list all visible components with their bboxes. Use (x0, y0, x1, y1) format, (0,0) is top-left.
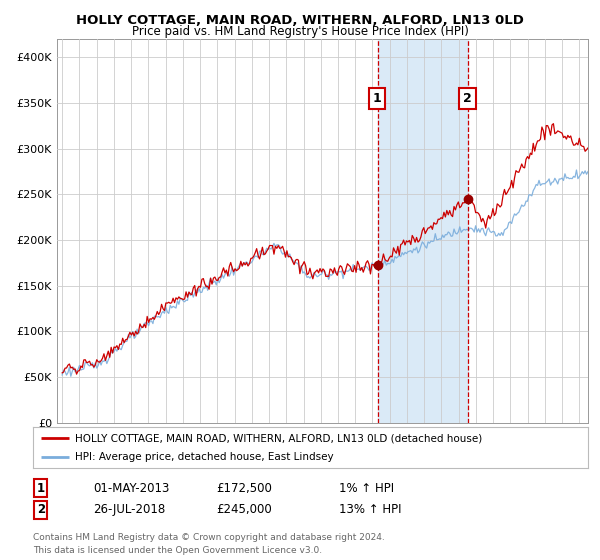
Bar (378, 39, 469, 423)
Text: 2: 2 (463, 92, 472, 105)
Text: £245,000: £245,000 (216, 503, 272, 516)
Text: 1% ↑ HPI: 1% ↑ HPI (339, 482, 394, 495)
Text: Contains HM Land Registry data © Crown copyright and database right 2024.
This d: Contains HM Land Registry data © Crown c… (33, 533, 385, 554)
Text: HOLLY COTTAGE, MAIN ROAD, WITHERN, ALFORD, LN13 0LD (detached house): HOLLY COTTAGE, MAIN ROAD, WITHERN, ALFOR… (74, 433, 482, 443)
Text: Price paid vs. HM Land Registry's House Price Index (HPI): Price paid vs. HM Land Registry's House … (131, 25, 469, 38)
Text: 2: 2 (37, 503, 45, 516)
Text: 1: 1 (37, 482, 45, 495)
Text: HOLLY COTTAGE, MAIN ROAD, WITHERN, ALFORD, LN13 0LD: HOLLY COTTAGE, MAIN ROAD, WITHERN, ALFOR… (76, 14, 524, 27)
Text: £172,500: £172,500 (216, 482, 272, 495)
Text: 01-MAY-2013: 01-MAY-2013 (93, 482, 169, 495)
Text: 26-JUL-2018: 26-JUL-2018 (93, 503, 165, 516)
Text: 13% ↑ HPI: 13% ↑ HPI (339, 503, 401, 516)
Text: 1: 1 (373, 92, 382, 105)
Text: HPI: Average price, detached house, East Lindsey: HPI: Average price, detached house, East… (74, 452, 333, 461)
